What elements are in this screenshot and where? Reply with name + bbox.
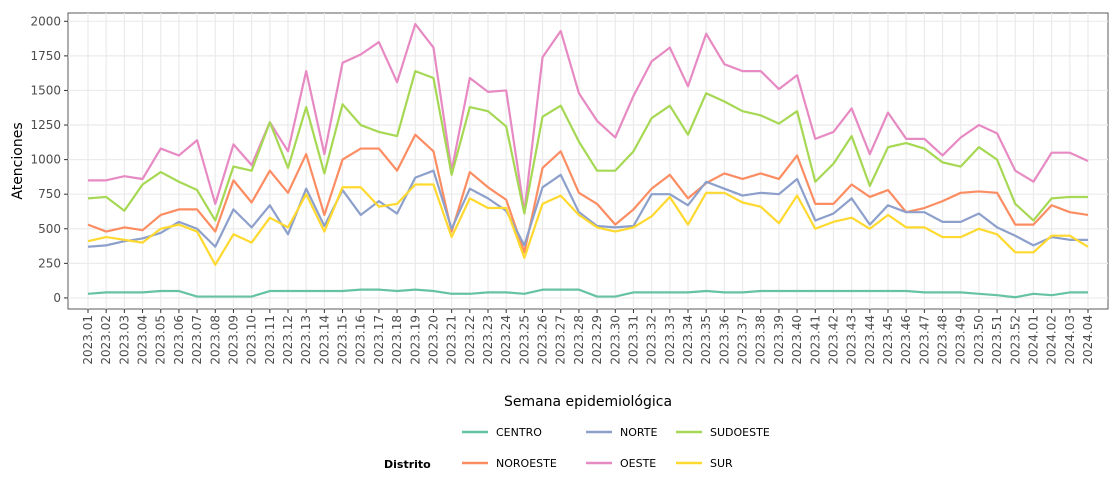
y-tick-label: 2000 [30, 14, 61, 28]
x-tick-label: 2023.19 [408, 315, 422, 365]
legend-label: NORTE [620, 426, 657, 439]
x-tick-label: 2023.11 [263, 315, 277, 365]
x-tick-label: 2023.44 [863, 315, 877, 365]
x-tick-label: 2023.21 [445, 315, 459, 365]
x-tick-label: 2023.51 [990, 315, 1004, 365]
x-tick-label: 2023.46 [899, 315, 913, 365]
y-tick-label: 500 [38, 222, 61, 236]
x-tick-label: 2023.16 [354, 315, 368, 365]
legend-label: CENTRO [496, 426, 542, 439]
y-tick-label: 0 [53, 291, 61, 305]
x-tick-label: 2023.07 [190, 315, 204, 365]
y-tick-label: 750 [38, 187, 61, 201]
x-tick-label: 2023.42 [826, 315, 840, 365]
x-axis-title: Semana epidemiológica [504, 394, 672, 410]
x-tick-label: 2023.26 [536, 315, 550, 365]
x-tick-label: 2023.13 [299, 315, 313, 365]
x-tick-label: 2023.24 [499, 315, 513, 365]
y-axis-title: Atenciones [10, 122, 26, 199]
y-tick-label: 1500 [30, 83, 61, 97]
x-tick-label: 2023.05 [154, 315, 168, 365]
x-tick-label: 2023.48 [936, 315, 950, 365]
x-tick-label: 2023.45 [881, 315, 895, 365]
y-tick-label: 250 [38, 256, 61, 270]
legend-label: NOROESTE [496, 457, 557, 470]
series-line [87, 288, 1088, 299]
series-line [87, 183, 1089, 266]
x-tick-label: 2024.04 [1081, 315, 1095, 365]
x-tick-label: 2023.03 [117, 315, 131, 365]
x-tick-label: 2023.15 [336, 315, 350, 365]
x-tick-label: 2023.18 [390, 315, 404, 365]
x-tick-label: 2023.04 [136, 315, 150, 365]
x-tick-label: 2024.01 [1026, 315, 1040, 365]
x-tick-label: 2023.32 [645, 315, 659, 365]
legend-label: SUDOESTE [710, 426, 770, 439]
x-tick-label: 2023.25 [517, 315, 531, 365]
x-tick-label: 2023.43 [845, 315, 859, 365]
x-tick-label: 2023.28 [572, 315, 586, 365]
x-tick-label: 2023.23 [481, 315, 495, 365]
x-tick-label: 2023.06 [172, 315, 186, 365]
series-line [87, 133, 1089, 254]
y-tick-label: 1750 [30, 49, 61, 63]
legend-label: SUR [710, 457, 733, 470]
legend-title: Distrito [384, 458, 431, 471]
y-tick-label: 1000 [30, 153, 61, 167]
x-tick-label: 2023.39 [772, 315, 786, 365]
x-tick-label: 2023.49 [954, 315, 968, 365]
legend-label: OESTE [620, 457, 656, 470]
x-tick-label: 2023.40 [790, 315, 804, 365]
y-tick-label: 1250 [30, 118, 61, 132]
x-tick-label: 2023.34 [681, 315, 695, 365]
series-line [87, 69, 1088, 222]
x-tick-label: 2023.01 [81, 315, 95, 365]
panel [67, 12, 1109, 310]
x-tick-label: 2023.31 [626, 315, 640, 365]
x-tick-label: 2023.02 [99, 315, 113, 365]
x-tick-label: 2023.20 [426, 315, 440, 365]
x-tick-label: 2023.35 [699, 315, 713, 365]
x-tick-label: 2023.12 [281, 315, 295, 365]
x-tick-label: 2023.36 [717, 315, 731, 365]
x-tick-label: 2023.17 [372, 315, 386, 365]
x-tick-label: 2023.52 [1008, 315, 1022, 365]
x-tick-label: 2023.08 [208, 315, 222, 365]
series-line [88, 22, 1089, 214]
x-tick-label: 2023.41 [808, 315, 822, 365]
x-tick-label: 2023.30 [608, 315, 622, 365]
x-tick-label: 2023.38 [754, 315, 768, 365]
x-tick-label: 2023.22 [463, 315, 477, 365]
x-tick-label: 2024.03 [1063, 315, 1077, 365]
x-tick-label: 2023.33 [663, 315, 677, 365]
x-tick-label: 2023.29 [590, 315, 604, 365]
series-line [87, 169, 1088, 248]
x-tick-label: 2023.47 [917, 315, 931, 365]
x-tick-label: 2023.50 [972, 315, 986, 365]
x-tick-label: 2023.14 [317, 315, 331, 365]
x-tick-label: 2024.02 [1045, 315, 1059, 365]
grid [68, 13, 1108, 309]
x-tick-label: 2023.27 [554, 315, 568, 365]
x-tick-label: 2023.10 [245, 315, 259, 365]
x-tick-label: 2023.09 [226, 315, 240, 365]
x-tick-label: 2023.37 [736, 315, 750, 365]
